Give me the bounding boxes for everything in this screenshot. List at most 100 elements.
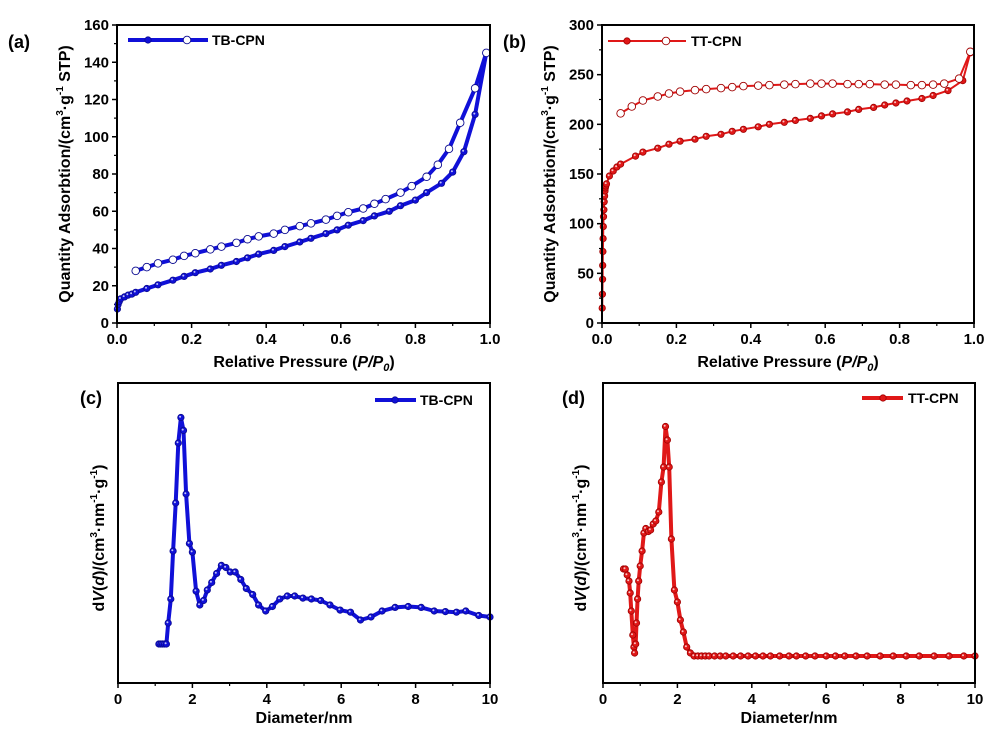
ticks-d: 0 2 4 6 8 10 <box>599 683 983 708</box>
data-point-highlight-a-0-31 <box>439 181 442 184</box>
data-point-a-0-20 <box>296 238 304 246</box>
data-point-a-1-14 <box>306 219 316 228</box>
x-axis-label-d: Diameter/nm <box>741 710 838 727</box>
data-point-highlight-d-0-3 <box>627 579 630 582</box>
data-point-highlight-c-0-20 <box>214 571 217 574</box>
series-line-d-0 <box>621 424 977 658</box>
data-point-b-1-13 <box>780 80 789 89</box>
plot-area-a <box>113 48 491 313</box>
legend-marker-open-b <box>661 36 671 46</box>
data-point-a-1-22 <box>407 181 416 191</box>
data-point-highlight-d-0-45 <box>753 654 756 657</box>
data-point-c-0-37 <box>326 601 334 609</box>
data-point-d-0-57 <box>863 652 871 660</box>
plot-area-c <box>155 413 494 648</box>
data-point-highlight-a-0-9 <box>156 283 159 285</box>
y-tick-label-b-3: 150 <box>569 166 594 183</box>
ticks-a: 0.0 0.2 0.4 0.6 0.8 1.0 0 20 40 60 80 100 120 140 160 <box>84 17 500 348</box>
data-point-c-0-40 <box>356 616 365 624</box>
data-point-highlight-a-0-22 <box>324 231 327 234</box>
data-point-highlight-d-0-16 <box>644 526 646 529</box>
data-point-b-0-34 <box>817 112 826 120</box>
data-point-c-0-48 <box>452 608 461 616</box>
data-point-highlight-a-0-3 <box>118 297 121 299</box>
data-point-d-0-2 <box>623 571 631 579</box>
data-point-a-0-18 <box>270 246 278 254</box>
data-point-d-0-63 <box>945 652 953 660</box>
data-point-a-0-24 <box>344 221 352 229</box>
data-point-highlight-c-0-46 <box>432 609 435 612</box>
data-point-d-0-62 <box>930 652 938 660</box>
data-point-d-0-54 <box>831 652 840 660</box>
data-point-a-1-25 <box>444 144 454 154</box>
data-point-highlight-b-0-43 <box>931 93 934 96</box>
data-point-b-0-22 <box>665 140 673 148</box>
x-tick-label-b-2: 0.4 <box>740 331 762 348</box>
data-point-highlight-c-0-40 <box>358 618 361 621</box>
data-point-d-0-30 <box>676 616 685 624</box>
data-point-b-1-14 <box>791 79 800 89</box>
legend-marker-filled-a <box>144 36 152 44</box>
data-point-highlight-d-0-64 <box>962 654 964 657</box>
data-point-a-0-15 <box>232 257 240 266</box>
data-point-b-0-28 <box>739 125 748 133</box>
data-point-c-0-5 <box>164 619 172 627</box>
panel-a-isotherm-tb-cpn: (a) Quantity Adsorbtion/(cm3·g-1 STP) Re… <box>8 17 500 374</box>
data-point-highlight-c-0-17 <box>201 598 204 601</box>
data-point-a-1-3 <box>168 255 178 264</box>
data-point-d-0-21 <box>655 508 663 516</box>
data-point-highlight-b-0-18 <box>618 162 621 165</box>
y-tick-label-b-0: 0 <box>586 315 594 332</box>
data-point-highlight-a-0-6 <box>130 292 133 295</box>
data-point-a-1-17 <box>344 207 353 217</box>
data-point-highlight-b-0-28 <box>741 127 744 130</box>
data-point-highlight-b-0-14 <box>604 182 607 185</box>
data-point-c-0-7 <box>169 547 177 555</box>
data-point-highlight-a-0-15 <box>234 259 237 262</box>
data-point-b-1-18 <box>843 79 852 89</box>
data-point-highlight-c-0-15 <box>194 589 197 592</box>
data-point-highlight-d-0-34 <box>692 654 695 657</box>
data-point-highlight-d-0-35 <box>696 654 699 657</box>
data-point-b-1-12 <box>765 80 774 90</box>
data-point-highlight-d-0-14 <box>640 549 643 552</box>
data-point-c-0-29 <box>262 607 270 615</box>
data-point-highlight-c-0-18 <box>205 588 208 591</box>
data-point-highlight-d-0-55 <box>843 654 845 657</box>
data-point-d-0-32 <box>683 643 691 651</box>
data-point-highlight-d-0-48 <box>777 654 780 657</box>
data-point-d-0-55 <box>841 652 849 660</box>
data-point-highlight-c-0-32 <box>285 594 288 597</box>
data-point-d-0-27 <box>667 535 676 543</box>
data-point-highlight-b-0-31 <box>782 120 785 123</box>
data-point-c-0-31 <box>276 595 284 603</box>
data-point-b-0-14 <box>602 180 611 188</box>
data-point-d-0-25 <box>663 436 672 444</box>
data-point-highlight-b-0-24 <box>693 137 696 140</box>
data-point-highlight-b-0-34 <box>819 114 822 117</box>
data-point-d-0-18 <box>646 526 655 534</box>
data-point-b-0-44 <box>944 87 952 95</box>
data-point-c-0-44 <box>404 602 412 611</box>
data-point-b-0-40 <box>892 99 900 107</box>
data-point-highlight-c-0-49 <box>464 609 466 612</box>
data-point-highlight-c-0-21 <box>219 563 222 566</box>
data-point-b-1-3 <box>653 92 663 101</box>
data-point-b-0-5 <box>599 235 607 243</box>
legend-marker-filled-b <box>623 37 631 45</box>
data-point-c-0-6 <box>167 595 175 603</box>
data-point-highlight-b-0-42 <box>920 96 923 99</box>
x-tick-label-d-2: 4 <box>748 691 757 708</box>
data-point-highlight-a-0-28 <box>398 203 401 206</box>
x-tick-label-a-0: 0.0 <box>107 331 128 348</box>
y-tick-label-b-1: 50 <box>577 265 594 282</box>
data-point-highlight-d-0-11 <box>635 597 638 600</box>
data-point-d-0-22 <box>657 478 666 486</box>
data-point-highlight-d-0-22 <box>659 480 662 483</box>
y-axis-label-a: Quantity Adsorbtion/(cm3·g-1 STP) <box>55 45 74 302</box>
data-point-highlight-b-0-38 <box>871 105 874 108</box>
data-point-a-1-6 <box>206 245 215 254</box>
x-tick-label-d-1: 2 <box>673 691 681 708</box>
legend-marker-c <box>391 396 399 404</box>
x-tick-label-d-3: 6 <box>822 691 830 708</box>
